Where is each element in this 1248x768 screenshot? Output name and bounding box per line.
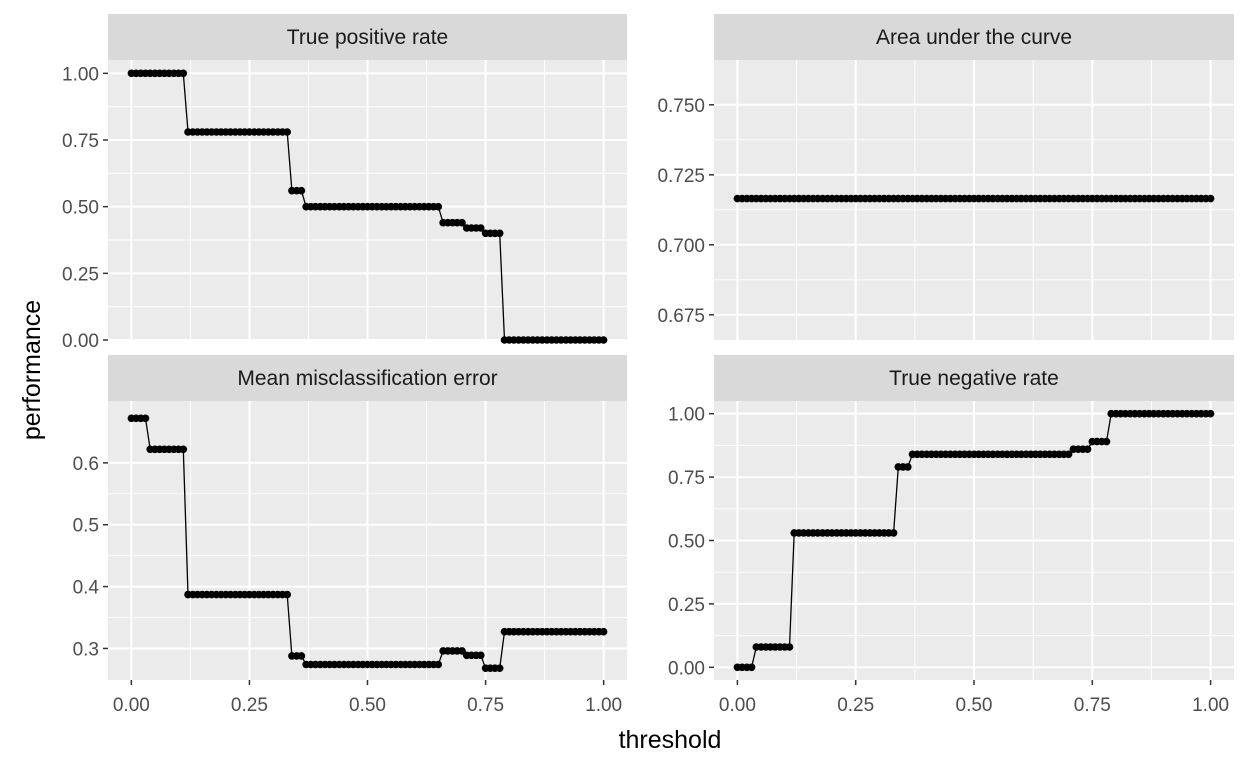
x-tick-label: 0.00 <box>719 695 756 716</box>
data-point <box>297 186 306 195</box>
data-point <box>434 202 443 211</box>
y-axis-title: performance <box>18 300 46 440</box>
facet-panel-0: True positive rate 0.00 0.25 0.50 0.75 1.00 <box>62 14 627 352</box>
data-point <box>283 590 292 599</box>
data-point <box>1083 445 1092 454</box>
data-point <box>785 643 794 651</box>
y-tick-label: 0.75 <box>62 131 99 152</box>
y-tick-label: 0.3 <box>73 639 99 660</box>
data-point <box>747 663 756 672</box>
y-tick-label: 1.00 <box>668 405 705 426</box>
data-point <box>1102 437 1111 446</box>
data-point <box>599 627 608 636</box>
data-point <box>458 218 466 227</box>
x-tick-label: 0.00 <box>113 695 150 716</box>
x-tick-label: 0.25 <box>231 695 268 716</box>
data-point <box>495 229 504 238</box>
y-tick-label: 0.25 <box>668 595 705 616</box>
y-tick-label: 0.700 <box>657 236 705 257</box>
y-tick-label: 0.725 <box>657 166 705 187</box>
y-tick-label: 0.750 <box>657 96 705 117</box>
x-tick-label: 0.75 <box>1074 695 1111 716</box>
data-point <box>297 652 306 660</box>
data-point <box>179 445 188 454</box>
facet-strip <box>108 355 627 401</box>
y-tick-label: 0.00 <box>62 331 99 352</box>
facet-title: True negative rate <box>889 367 1059 390</box>
facet-strip <box>108 14 627 60</box>
x-tick-label: 0.25 <box>837 695 874 716</box>
y-tick-label: 0.75 <box>668 468 705 489</box>
y-tick-label: 0.5 <box>73 516 99 537</box>
y-tick-label: 0.00 <box>668 658 705 679</box>
x-tick-label: 0.50 <box>956 695 993 716</box>
x-axis-title: threshold <box>619 726 722 754</box>
data-point <box>1206 194 1215 203</box>
facet-title: True positive rate <box>287 26 448 49</box>
data-point <box>599 336 608 344</box>
data-point <box>1206 409 1215 418</box>
facet-title: Area under the curve <box>876 26 1072 49</box>
data-point <box>141 414 150 423</box>
x-tick-label: 1.00 <box>1192 695 1229 716</box>
data-point <box>495 664 504 672</box>
x-tick-label: 1.00 <box>585 695 622 716</box>
y-tick-label: 0.50 <box>62 198 99 219</box>
y-tick-label: 0.675 <box>657 306 705 327</box>
y-tick-label: 1.00 <box>62 64 99 85</box>
data-point <box>179 69 188 78</box>
data-point <box>283 128 292 136</box>
data-point <box>434 660 443 669</box>
facet-strip <box>714 355 1234 401</box>
data-point <box>904 463 912 471</box>
facet-panel-3: True negative rate 0.00 0.25 0.50 0.75 1.00 0.… <box>668 355 1234 716</box>
facet-strip <box>714 14 1234 60</box>
y-tick-label: 0.4 <box>73 578 100 599</box>
y-tick-label: 0.50 <box>668 532 705 553</box>
data-point <box>1064 450 1073 459</box>
x-tick-label: 0.50 <box>349 695 386 716</box>
facet-panel-1: Area under the curve 0.675 0.700 0.725 0.750 <box>657 14 1234 340</box>
data-point <box>477 224 485 232</box>
facet-title: Mean misclassification error <box>237 367 497 390</box>
data-point <box>889 529 898 537</box>
y-tick-label: 0.25 <box>62 264 99 285</box>
x-tick-label: 0.75 <box>467 695 504 716</box>
data-point <box>477 651 485 660</box>
y-tick-label: 0.6 <box>73 454 99 475</box>
